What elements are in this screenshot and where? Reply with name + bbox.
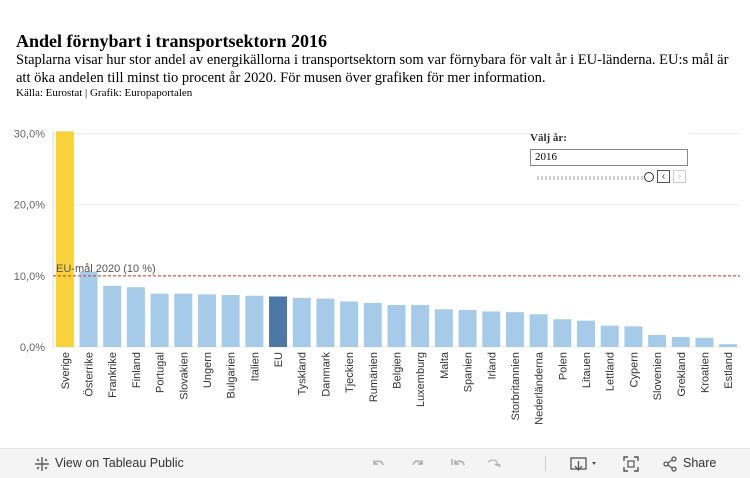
bar-lettland xyxy=(600,325,619,347)
view-on-tableau-link[interactable]: View on Tableau Public xyxy=(55,456,184,470)
year-slider-thumb[interactable] xyxy=(644,172,654,182)
y-tick-label: 10,0% xyxy=(14,271,45,283)
bar-frankrike xyxy=(103,285,122,347)
bar-eu xyxy=(269,296,288,347)
x-tick-label: Finland xyxy=(131,352,143,388)
bar-slovakien xyxy=(174,293,193,347)
bar-irland xyxy=(482,311,501,347)
revert-icon[interactable] xyxy=(450,456,466,472)
x-tick-label: Tjeckien xyxy=(344,352,356,393)
footer-divider xyxy=(545,456,546,471)
bar-tjeckien xyxy=(340,301,359,347)
chart-source: Källa: Eurostat | Grafik: Europaportalen xyxy=(16,87,193,99)
year-filter-input[interactable]: 2016 xyxy=(530,149,688,166)
bar-polen xyxy=(553,319,572,347)
x-tick-label: Sverige xyxy=(60,352,72,389)
undo-icon[interactable] xyxy=(370,456,386,472)
y-tick-label: 20,0% xyxy=(14,200,45,212)
tableau-logo-icon xyxy=(35,457,49,471)
bar-grekland xyxy=(671,337,690,347)
x-tick-label: Belgien xyxy=(392,352,404,389)
x-tick-label: Lettland xyxy=(605,352,617,391)
x-tick-label: Storbritannien xyxy=(510,352,522,421)
x-tick-label: Malta xyxy=(439,351,451,379)
tableau-footer: View on Tableau Public Share xyxy=(0,448,750,478)
x-tick-label: Nederländerna xyxy=(534,351,546,425)
bar-storbritannien xyxy=(505,312,524,347)
bar-luxemburg xyxy=(411,305,430,347)
bar-danmark xyxy=(316,298,335,347)
bar-bulgarien xyxy=(221,295,240,347)
year-previous-button[interactable]: ‹ xyxy=(657,170,670,183)
bar-spanien xyxy=(458,310,477,347)
bar-malta xyxy=(434,309,453,347)
bar-chart: 0,0% 10,0% 20,0% 30,0% Sverige Österrike Frank… xyxy=(14,129,740,425)
x-tick-label: Rumänien xyxy=(368,352,380,402)
bar-finland xyxy=(126,287,145,347)
x-tick-label: Frankrike xyxy=(107,352,119,398)
fullscreen-icon[interactable] xyxy=(623,456,639,472)
reference-line-label: EU-mål 2020 (10 %) xyxy=(56,263,156,275)
bar-nederländerna xyxy=(529,314,548,347)
x-tick-label: Kroatien xyxy=(699,352,711,393)
bar-cypern xyxy=(624,326,643,347)
redo-icon[interactable] xyxy=(410,456,426,472)
x-tick-label: Polen xyxy=(557,352,569,380)
bar-österrike xyxy=(79,271,98,347)
bar-belgien xyxy=(387,305,406,347)
x-tick-label: Italien xyxy=(249,352,261,381)
x-tick-label: Ungern xyxy=(202,352,214,388)
bar-estland xyxy=(719,344,738,347)
download-icon[interactable] xyxy=(570,456,600,472)
x-tick-label: Grekland xyxy=(676,352,688,397)
x-tick-label: Estland xyxy=(723,352,735,389)
bar-kroatien xyxy=(695,337,714,347)
x-tick-label: Irland xyxy=(486,352,498,380)
bar-litauen xyxy=(577,320,596,347)
x-tick-label: Danmark xyxy=(320,352,332,397)
y-tick-label: 30,0% xyxy=(14,129,45,141)
bar-italien xyxy=(245,295,264,347)
x-tick-label: Bulgarien xyxy=(226,352,238,398)
share-button[interactable]: Share xyxy=(683,456,717,470)
year-slider-track[interactable] xyxy=(537,176,649,180)
x-tick-label: Cypern xyxy=(628,352,640,387)
x-tick-label: Portugal xyxy=(155,352,167,393)
year-next-button[interactable]: › xyxy=(673,170,686,183)
bar-sverige xyxy=(55,131,74,347)
x-tick-label: Slovakien xyxy=(178,352,190,400)
x-tick-label: Luxemburg xyxy=(415,352,427,407)
x-tick-label: Österrike xyxy=(84,352,96,397)
bar-ungern xyxy=(197,294,216,347)
chart-description: Staplarna visar hur stor andel av energi… xyxy=(16,52,729,86)
bar-portugal xyxy=(150,293,169,347)
year-filter: Välj år: 2016 ‹ › xyxy=(530,132,690,202)
refresh-icon[interactable] xyxy=(486,456,502,472)
bar-tyskland xyxy=(292,297,311,347)
chart-title: Andel förnybart i transportsektorn 2016 xyxy=(16,31,327,51)
x-tick-label: Litauen xyxy=(581,352,593,388)
x-tick-label: Slovenien xyxy=(652,352,664,400)
x-tick-label: Spanien xyxy=(463,352,475,392)
x-tick-label: EU xyxy=(273,352,285,367)
bar-rumänien xyxy=(363,302,382,347)
bar-slovenien xyxy=(648,334,667,347)
year-filter-label: Välj år: xyxy=(530,132,567,144)
x-tick-label: Tyskland xyxy=(297,352,309,395)
share-icon[interactable] xyxy=(662,456,678,472)
y-tick-label: 0,0% xyxy=(20,342,45,354)
